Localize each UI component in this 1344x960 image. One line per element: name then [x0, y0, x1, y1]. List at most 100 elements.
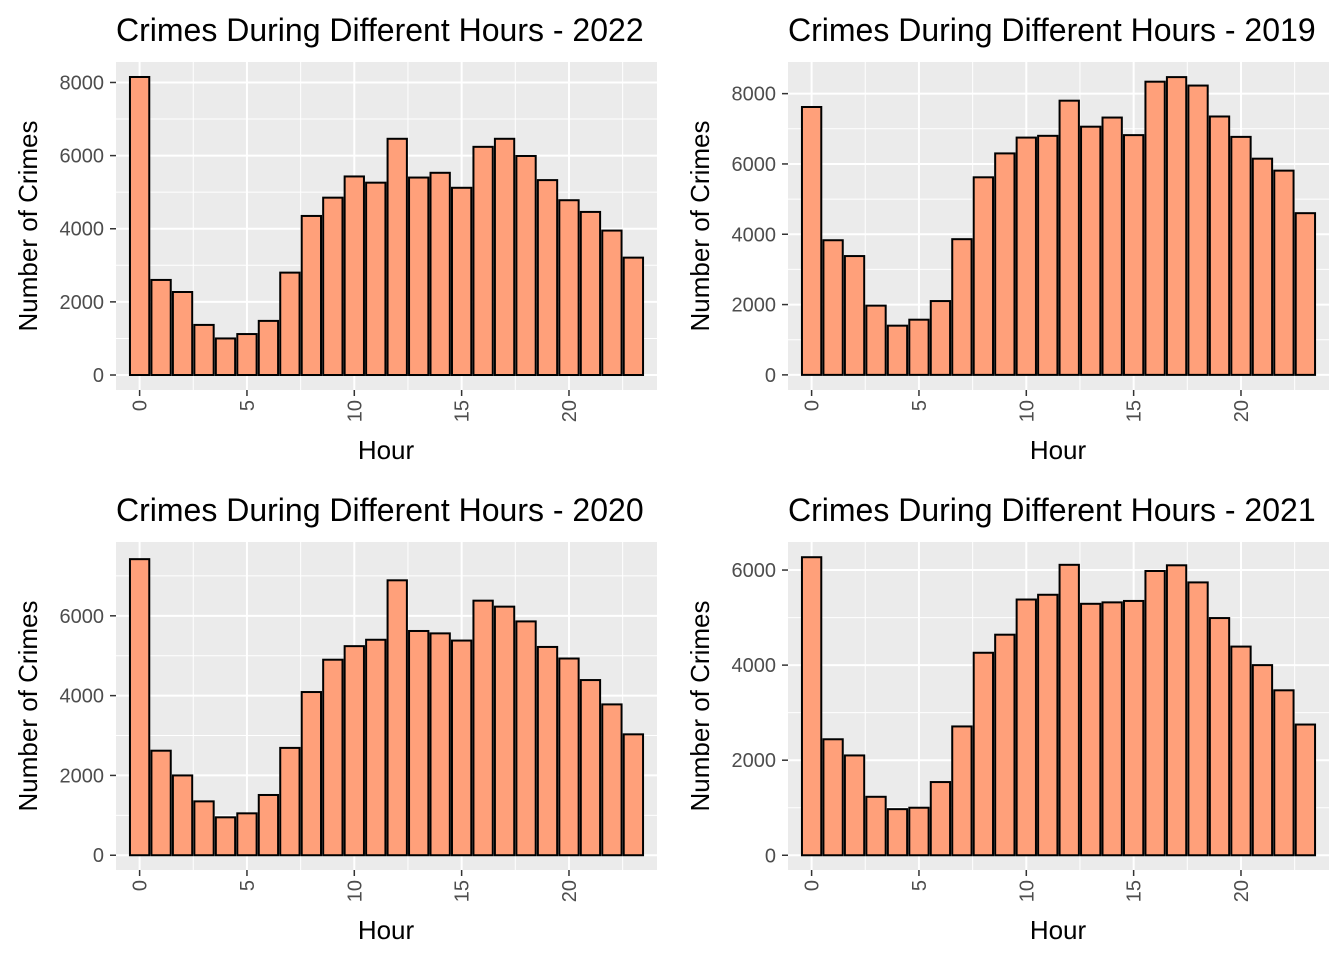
bar-hour-12 — [1058, 99, 1080, 376]
bar-hour-10 — [1015, 598, 1037, 857]
bar-hour-0 — [800, 105, 823, 376]
bar-hour-4 — [214, 816, 237, 857]
bar-hour-19 — [1208, 115, 1231, 376]
y-tick-label: 6000 — [60, 146, 105, 168]
bar-hour-9 — [994, 633, 1016, 857]
bar-hour-2 — [843, 255, 866, 376]
chart-panel-2019: 0 2000 4000 6000 8000 0 5 10 15 20 Crimes During … — [672, 0, 1344, 480]
bar-hour-17 — [1165, 76, 1188, 376]
bar-hour-6 — [929, 300, 952, 376]
x-tick-label: 10 — [344, 880, 366, 902]
bar-hour-23 — [1294, 723, 1317, 857]
x-tick-label: 10 — [1016, 880, 1038, 902]
bar-hour-21 — [1251, 664, 1274, 857]
bar-hour-13 — [408, 629, 430, 857]
bar-hour-13 — [1080, 125, 1102, 376]
bar-hour-20 — [558, 199, 580, 377]
bar-hour-1 — [150, 749, 172, 857]
y-tick-label: 8000 — [732, 84, 777, 106]
bar-hour-18 — [515, 154, 537, 377]
y-tick-label: 6000 — [60, 606, 105, 628]
x-tick-label: 0 — [130, 880, 152, 891]
bar-hour-6 — [257, 319, 280, 377]
bar-hour-5 — [236, 812, 258, 857]
y-axis-title: Number of Crimes — [13, 601, 43, 812]
bar-hour-7 — [279, 271, 301, 377]
bar-hour-8 — [300, 214, 323, 377]
x-tick-label: 5 — [909, 400, 931, 411]
bar-hour-15 — [1122, 599, 1145, 857]
bar-hour-15 — [450, 639, 473, 857]
x-tick-label: 0 — [802, 400, 824, 411]
bar-hour-10 — [1015, 136, 1037, 376]
plot-area — [116, 62, 657, 390]
plot-area — [788, 62, 1329, 390]
chart-panel-2021: 0 2000 4000 6000 0 5 10 15 20 Crimes During Diff… — [672, 480, 1344, 960]
bar-hour-14 — [1101, 116, 1123, 376]
y-tick-label: 4000 — [60, 686, 105, 708]
y-tick-label: 4000 — [732, 224, 777, 246]
bar-hour-20 — [1230, 645, 1252, 857]
chart-2021: 0 2000 4000 6000 0 5 10 15 20 Crimes During Diff… — [685, 492, 1329, 945]
chart-2020: 0 2000 4000 6000 0 5 10 15 20 Crimes During Diff… — [13, 492, 657, 945]
chart-title: Crimes During Different Hours - 2019 — [788, 12, 1316, 48]
x-tick-label: 0 — [802, 880, 824, 891]
bar-hour-19 — [1208, 617, 1231, 857]
x-tick-label: 5 — [237, 400, 259, 411]
x-tick-label: 20 — [1231, 400, 1253, 422]
bar-hour-3 — [193, 323, 215, 377]
y-tick-label: 2000 — [732, 750, 777, 772]
x-tick-label: 20 — [1231, 880, 1253, 902]
bar-hour-12 — [386, 137, 408, 377]
bar-hour-7 — [951, 238, 973, 376]
bar-hour-16 — [472, 599, 494, 857]
y-tick-label: 2000 — [60, 292, 105, 314]
x-tick-label: 0 — [130, 400, 152, 411]
bar-hour-22 — [601, 229, 623, 377]
plot-area — [116, 542, 657, 870]
x-tick-label: 5 — [237, 880, 259, 891]
bar-hour-1 — [822, 738, 844, 857]
bar-hour-22 — [1273, 689, 1295, 857]
chart-title: Crimes During Different Hours - 2022 — [116, 12, 644, 48]
bar-hour-5 — [236, 333, 258, 377]
bar-hour-20 — [1230, 135, 1252, 376]
y-tick-label: 0 — [765, 845, 776, 867]
bar-hour-11 — [1037, 134, 1059, 376]
bar-hour-6 — [929, 781, 952, 857]
bar-hour-2 — [171, 291, 194, 377]
bar-hour-23 — [622, 733, 645, 857]
bar-hour-7 — [951, 725, 973, 857]
x-tick-label: 5 — [909, 880, 931, 891]
bar-hour-14 — [429, 171, 451, 377]
bar-hour-8 — [300, 691, 323, 857]
bar-hour-23 — [1294, 212, 1317, 376]
bar-hour-22 — [1273, 169, 1295, 376]
bar-hour-16 — [472, 145, 494, 377]
x-axis-title: Hour — [1030, 915, 1087, 945]
y-tick-label: 6000 — [732, 560, 777, 582]
bar-hour-23 — [622, 256, 645, 377]
bar-hour-9 — [322, 658, 344, 857]
bar-hour-17 — [493, 137, 516, 377]
bar-hour-2 — [171, 774, 194, 857]
bar-hour-16 — [1144, 569, 1166, 857]
bar-hour-16 — [1144, 80, 1166, 376]
bar-hour-11 — [1037, 593, 1059, 857]
bar-hour-21 — [579, 679, 602, 857]
bar-hour-12 — [1058, 563, 1080, 857]
bar-hour-21 — [1251, 157, 1274, 376]
bar-hour-10 — [343, 645, 365, 857]
y-tick-label: 8000 — [60, 72, 105, 94]
bar-hour-11 — [365, 638, 387, 857]
bar-hour-4 — [886, 324, 909, 376]
bar-hour-11 — [365, 181, 387, 377]
bar-hour-18 — [1187, 84, 1209, 376]
bar-hour-9 — [322, 196, 344, 377]
bar-hour-15 — [1122, 134, 1145, 376]
chart-panel-2020: 0 2000 4000 6000 0 5 10 15 20 Crimes During Diff… — [0, 480, 672, 960]
bar-hour-4 — [214, 337, 237, 377]
bar-hour-7 — [279, 746, 301, 857]
bar-hour-15 — [450, 186, 473, 377]
bar-hour-5 — [908, 318, 930, 376]
